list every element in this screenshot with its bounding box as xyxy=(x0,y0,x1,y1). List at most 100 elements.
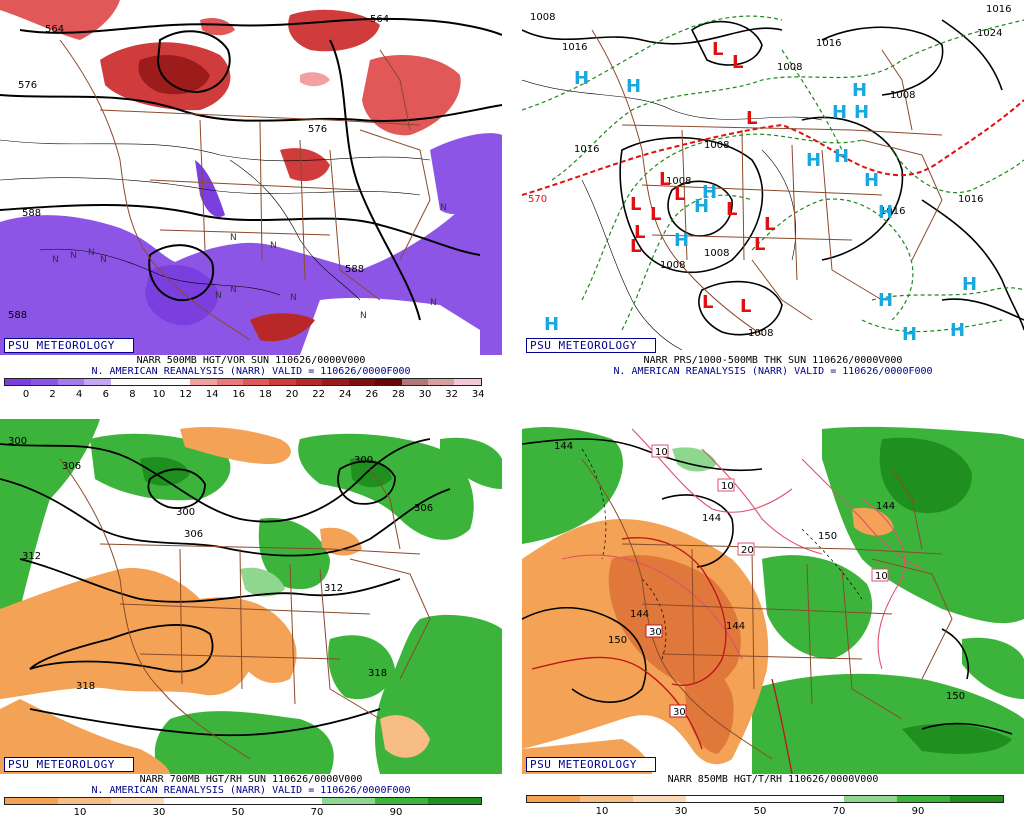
colorbar-segment xyxy=(5,379,32,385)
rh850-map: 144 10 10 144 20 150 10 144 150 30 144 3… xyxy=(522,419,1024,775)
contour-label: 306 xyxy=(62,461,81,472)
colorbar-segment xyxy=(242,379,270,385)
colorbar-tick-label: 2 xyxy=(49,389,56,400)
low-center: L xyxy=(674,184,685,205)
low-center: L xyxy=(659,169,670,190)
contour-label: 1008 xyxy=(704,248,729,259)
svg-text:N: N xyxy=(440,203,447,213)
pressure-map: 1008 1016 1016 1008 1016 1008 1008 1016 … xyxy=(522,0,1024,355)
colorbar-tick-label: 4 xyxy=(76,389,83,400)
svg-text:N: N xyxy=(88,248,95,258)
contour-label: 306 xyxy=(184,529,203,540)
contour-label: 1008 xyxy=(748,328,773,339)
low-center: L xyxy=(630,194,641,215)
colorbar-tick-label: 20 xyxy=(285,389,299,400)
svg-text:N: N xyxy=(360,311,367,321)
contour-label: 1016 xyxy=(816,38,841,49)
svg-text:N: N xyxy=(290,293,297,303)
colorbar-segment xyxy=(269,798,323,804)
colorbar-tick-label: 10 xyxy=(73,807,87,818)
rh-colorbar-ticks: 10 30 50 70 90 xyxy=(0,807,502,819)
svg-text:N: N xyxy=(430,298,437,308)
colorbar-segment xyxy=(454,379,481,385)
contour-label: 1008 xyxy=(777,62,802,73)
svg-text:N: N xyxy=(70,251,77,261)
contour-label: 300 xyxy=(8,436,27,447)
colorbar-segment xyxy=(269,379,296,385)
high-center: H xyxy=(878,202,893,223)
low-center: L xyxy=(740,296,751,317)
high-center: H xyxy=(626,76,641,97)
contour-label: 300 xyxy=(176,507,195,518)
high-center: H xyxy=(854,102,869,123)
colorbar-tick-label: 32 xyxy=(445,389,458,400)
colorbar-segment xyxy=(348,379,376,385)
high-center: H xyxy=(902,324,917,345)
colorbar-segment xyxy=(897,796,951,802)
high-center: H xyxy=(834,146,849,167)
high-center: H xyxy=(694,196,709,217)
high-center: H xyxy=(574,68,589,89)
colorbar-segment xyxy=(428,379,455,385)
contour-label: 588 xyxy=(22,208,41,219)
contour-label: 10 xyxy=(721,481,734,492)
colorbar-tick-label: 6 xyxy=(102,389,109,400)
low-center: L xyxy=(732,52,743,73)
high-center: H xyxy=(950,320,965,341)
psu-meteorology-badge: PSU METEOROLOGY xyxy=(526,757,656,772)
rh-colorbar xyxy=(4,797,482,805)
colorbar-segment xyxy=(375,379,402,385)
colorbar-segment xyxy=(190,379,217,385)
contour-label: 30 xyxy=(649,627,662,638)
panel-700mb-rh: 300 306 300 306 312 318 300 306 312 318 … xyxy=(0,419,502,819)
contour-label: 1024 xyxy=(977,28,1002,39)
low-center: L xyxy=(764,214,775,235)
low-center: L xyxy=(726,199,737,220)
colorbar-tick-label: 28 xyxy=(392,389,405,400)
svg-text:N: N xyxy=(52,255,59,265)
colorbar-segment xyxy=(84,379,111,385)
colorbar-segment xyxy=(401,379,428,385)
contour-label: 144 xyxy=(554,441,573,452)
svg-text:N: N xyxy=(230,233,237,243)
rh-colorbar xyxy=(526,795,1004,803)
psu-meteorology-badge: PSU METEOROLOGY xyxy=(4,338,134,353)
colorbar-tick-label: 12 xyxy=(179,389,192,400)
map-title: NARR 700MB HGT/RH SUN 110626/0000V000 xyxy=(139,774,363,785)
colorbar-segment xyxy=(163,379,191,385)
high-center: H xyxy=(702,182,717,203)
contour-label: 144 xyxy=(702,513,721,524)
high-center: H xyxy=(852,80,867,101)
contour-label: 1016 xyxy=(986,4,1011,15)
map-title: NARR 500MB HGT/VOR SUN 110626/0000V000 xyxy=(136,355,366,366)
colorbar-tick-label: 30 xyxy=(674,806,688,817)
low-center: L xyxy=(650,204,661,225)
colorbar-segment xyxy=(791,796,845,802)
colorbar-segment xyxy=(844,796,898,802)
panel-850mb-hgt-t-rh: 144 10 10 144 20 150 10 144 150 30 144 3… xyxy=(522,419,1024,819)
svg-text:N: N xyxy=(270,241,277,251)
high-pressure-centers: H H H H H H H H H H H H H H H H H xyxy=(544,68,977,345)
svg-text:N: N xyxy=(100,255,107,265)
contour-label: 1008 xyxy=(890,90,915,101)
colorbar-tick-label: 90 xyxy=(911,806,925,817)
panel-pressure-thickness: 1008 1016 1016 1008 1016 1008 1008 1016 … xyxy=(522,0,1024,400)
high-center: H xyxy=(544,314,559,335)
colorbar-tick-label: 16 xyxy=(232,389,246,400)
contour-label: 1008 xyxy=(530,12,555,23)
psu-meteorology-badge: PSU METEOROLOGY xyxy=(4,757,134,772)
contour-label: 576 xyxy=(18,80,37,91)
contour-label: 570 xyxy=(528,194,547,205)
colorbar-tick-label: 8 xyxy=(129,389,136,400)
contour-label: 564 xyxy=(45,24,64,35)
colorbar-segment xyxy=(110,379,138,385)
colorbar-segment xyxy=(110,798,164,804)
low-center: L xyxy=(630,236,641,257)
colorbar-segment xyxy=(527,796,580,802)
map-title: NARR PRS/1000-500MB THK SUN 110626/0000V… xyxy=(643,355,903,366)
contour-label: 1016 xyxy=(562,42,587,53)
contour-label: 300 xyxy=(354,455,373,466)
colorbar-segment xyxy=(322,379,349,385)
high-center: H xyxy=(674,230,689,251)
